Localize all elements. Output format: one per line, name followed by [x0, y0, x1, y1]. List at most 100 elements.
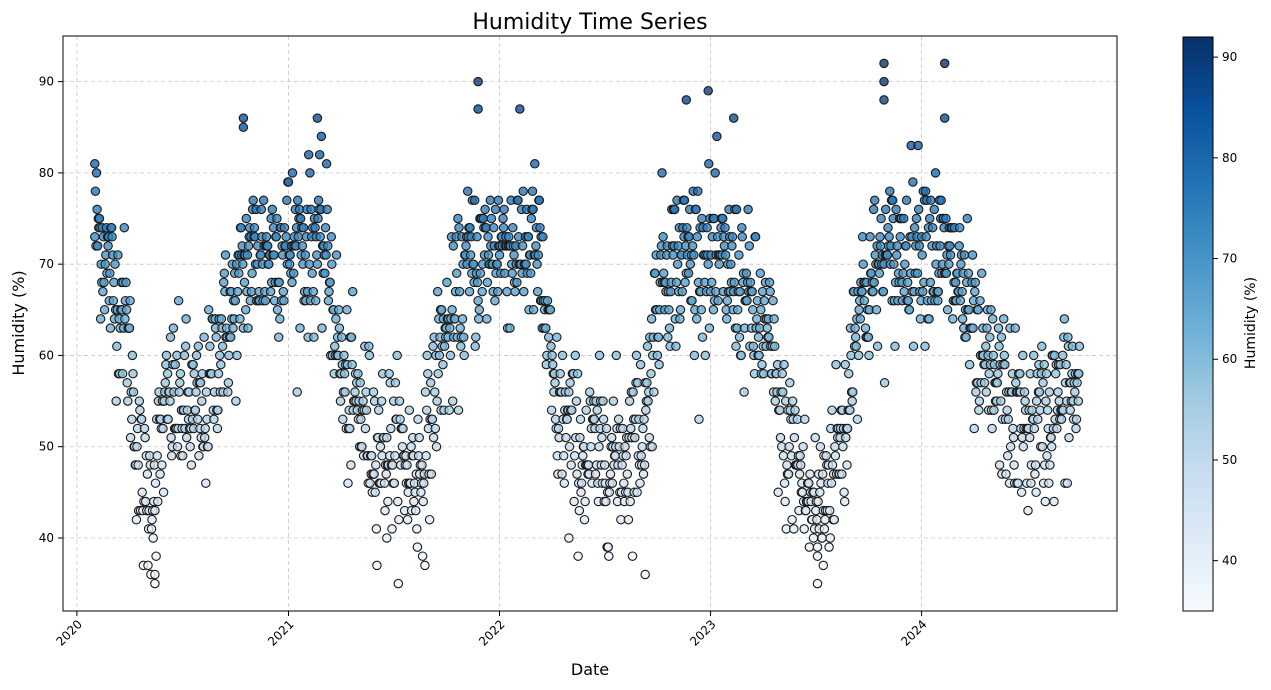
data-point	[1065, 405, 1075, 415]
data-point	[313, 213, 323, 224]
data-point	[451, 268, 462, 279]
data-point	[397, 441, 408, 452]
data-point	[523, 232, 534, 242]
data-point	[780, 496, 790, 507]
data-point	[285, 250, 295, 260]
data-point	[219, 268, 230, 279]
data-point	[360, 423, 371, 434]
data-point	[744, 241, 755, 251]
colorbar-ticks: 40 50 60 70 80 90	[1213, 50, 1237, 568]
data-point	[671, 277, 682, 288]
data-point	[508, 222, 518, 233]
data-point	[502, 286, 512, 297]
x-tick-label: 2021	[265, 617, 296, 648]
data-point	[393, 578, 404, 589]
data-point	[483, 250, 494, 260]
data-point	[1015, 368, 1025, 379]
data-point	[542, 295, 553, 306]
data-point	[381, 469, 391, 479]
data-point	[179, 350, 190, 361]
data-point	[564, 441, 575, 452]
data-point	[100, 259, 110, 269]
data-point	[323, 295, 334, 306]
data-point	[785, 378, 795, 388]
data-point	[868, 204, 879, 215]
data-point	[607, 478, 618, 488]
data-point	[105, 268, 115, 279]
data-point	[945, 250, 956, 260]
data-point	[737, 232, 748, 242]
data-point	[1070, 387, 1080, 397]
data-point	[640, 569, 650, 580]
data-point	[120, 314, 130, 324]
data-point	[819, 524, 830, 534]
data-point	[459, 350, 469, 361]
data-point	[346, 460, 356, 470]
data-point	[817, 533, 827, 543]
data-point	[920, 186, 931, 196]
data-point	[739, 387, 749, 397]
data-point	[552, 332, 562, 342]
y-tick-label: 80	[39, 166, 54, 180]
data-point	[988, 350, 999, 361]
data-point	[680, 277, 690, 288]
data-point	[639, 414, 649, 425]
data-point	[379, 478, 390, 488]
data-point	[773, 487, 783, 498]
data-point	[421, 405, 432, 415]
data-point	[597, 432, 607, 443]
data-point	[387, 460, 398, 470]
data-point	[483, 232, 493, 242]
data-point	[212, 423, 223, 434]
data-point	[575, 414, 586, 425]
data-point	[626, 423, 636, 434]
data-point	[195, 378, 206, 388]
data-point	[865, 232, 875, 242]
data-point	[1046, 432, 1056, 443]
data-point	[121, 277, 131, 288]
data-point	[824, 542, 834, 552]
data-point	[1037, 341, 1047, 352]
data-point	[292, 195, 303, 206]
data-point	[827, 405, 837, 415]
data-point	[137, 487, 147, 498]
data-point	[108, 295, 119, 306]
data-point	[471, 332, 481, 342]
data-point	[722, 295, 733, 306]
data-point	[769, 341, 780, 352]
data-point	[608, 396, 619, 406]
data-point	[708, 305, 719, 315]
data-point	[555, 368, 565, 379]
data-point	[203, 441, 213, 452]
data-point	[584, 387, 595, 397]
data-point	[908, 341, 919, 352]
data-point	[218, 277, 229, 288]
data-point	[465, 222, 475, 233]
data-point	[982, 323, 992, 333]
data-point	[798, 441, 808, 452]
data-point	[691, 204, 701, 215]
data-point	[151, 551, 161, 561]
data-point	[160, 378, 171, 388]
data-point	[150, 478, 161, 488]
data-point	[231, 396, 241, 406]
data-point	[646, 314, 657, 324]
data-point	[1002, 451, 1013, 461]
data-point	[117, 368, 128, 379]
data-point	[657, 168, 667, 178]
data-point	[283, 177, 294, 187]
data-point	[933, 286, 944, 297]
data-point	[181, 432, 192, 443]
data-point	[365, 478, 375, 488]
data-point	[191, 387, 201, 397]
colorbar-tick-label: 50	[1222, 453, 1237, 467]
data-point	[95, 314, 106, 324]
data-point	[1050, 368, 1061, 379]
data-point	[267, 204, 278, 215]
data-point	[583, 460, 594, 470]
data-point	[543, 332, 554, 342]
data-point	[453, 405, 464, 415]
data-point	[665, 286, 676, 297]
data-point	[748, 341, 759, 352]
data-point	[879, 95, 889, 105]
